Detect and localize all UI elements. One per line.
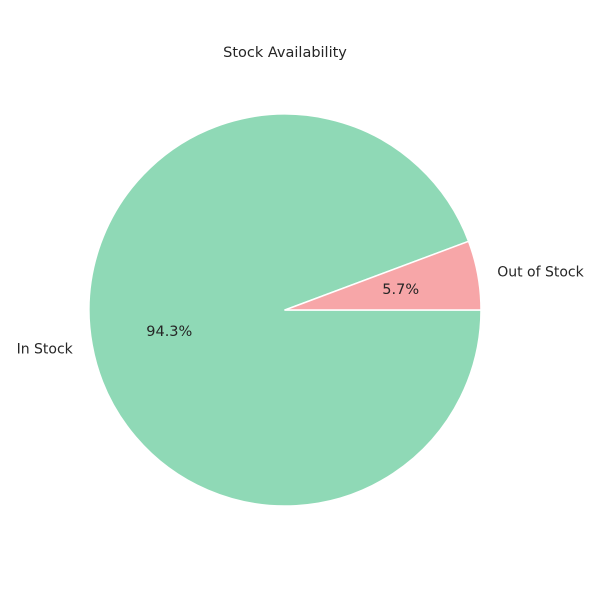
chart-title: Stock Availability [223, 45, 347, 61]
pie-slices [88, 113, 482, 507]
slice-label-in-stock: In Stock [17, 341, 74, 357]
pie-slice-out-of-stock [284, 240, 482, 311]
pie-labels: In Stock 94.3% Out of Stock 5.7% [17, 265, 585, 358]
slice-percent-out-of-stock: 5.7% [382, 282, 419, 298]
slice-percent-in-stock: 94.3% [146, 324, 192, 340]
slice-label-out-of-stock: Out of Stock [497, 265, 584, 281]
